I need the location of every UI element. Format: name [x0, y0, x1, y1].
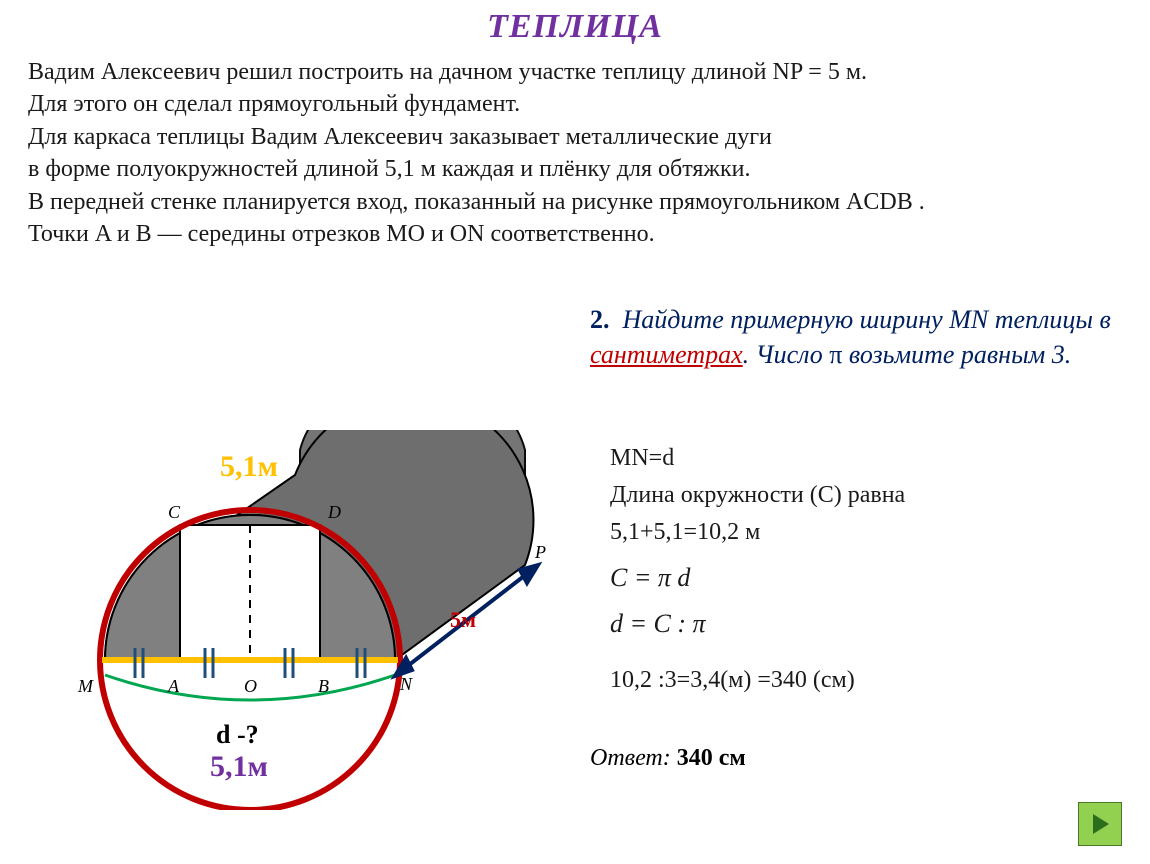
label-P: P [534, 542, 546, 562]
question-part2: . Число [743, 340, 830, 369]
pi-symbol: π [829, 340, 842, 369]
d-label-question: ? [246, 720, 259, 749]
page-title: ТЕПЛИЦА [0, 8, 1150, 46]
question-tail: возьмите равным 3. [842, 340, 1071, 369]
play-icon [1087, 811, 1113, 837]
solution-line-3: 5,1+5,1=10,2 м [610, 514, 1130, 551]
greenhouse-diagram: 5,1м 5м d -? 5,1м [40, 430, 560, 810]
solution-block: MN=d Длина окружности (C) равна 5,1+5,1=… [610, 440, 1130, 699]
label-C: C [168, 502, 181, 522]
question-part1: Найдите примерную ширину MN теплицы в [623, 305, 1111, 334]
label-O: O [244, 676, 257, 696]
solution-line-1: MN=d [610, 440, 1130, 477]
answer-line: Ответ: 340 см [590, 745, 746, 772]
label-A: A [167, 676, 180, 696]
formula-2: d = C : π [610, 604, 1130, 644]
solution-line-2: Длина окружности (C) равна [610, 477, 1130, 514]
label-M: M [77, 676, 94, 696]
d-label-prefix: d - [216, 720, 246, 749]
bottom-arc-label: 5,1м [210, 750, 268, 784]
label-D: D [327, 502, 341, 522]
problem-statement: Вадим Алексеевич решил построить на дачн… [28, 56, 1108, 250]
formula-1: C = π d [610, 558, 1130, 598]
d-label: d -? [216, 720, 259, 750]
label-N: N [399, 674, 413, 694]
label-B: B [318, 676, 329, 696]
question-cm: сантиметрах [590, 340, 743, 369]
length-5m-label: 5м [450, 607, 476, 633]
question-number: 2. [590, 305, 610, 334]
question-text: 2. Найдите примерную ширину MN теплицы в… [590, 302, 1130, 372]
diagram-svg: C D M A O B N P [40, 430, 560, 810]
page: ТЕПЛИЦА Вадим Алексеевич решил построить… [0, 0, 1150, 864]
next-button[interactable] [1078, 802, 1122, 846]
answer-label: Ответ: [590, 745, 671, 771]
top-arc-label: 5,1м [220, 450, 278, 484]
solution-line-4: 10,2 :3=3,4(м) =340 (см) [610, 662, 1130, 699]
answer-value: 340 см [677, 745, 746, 771]
